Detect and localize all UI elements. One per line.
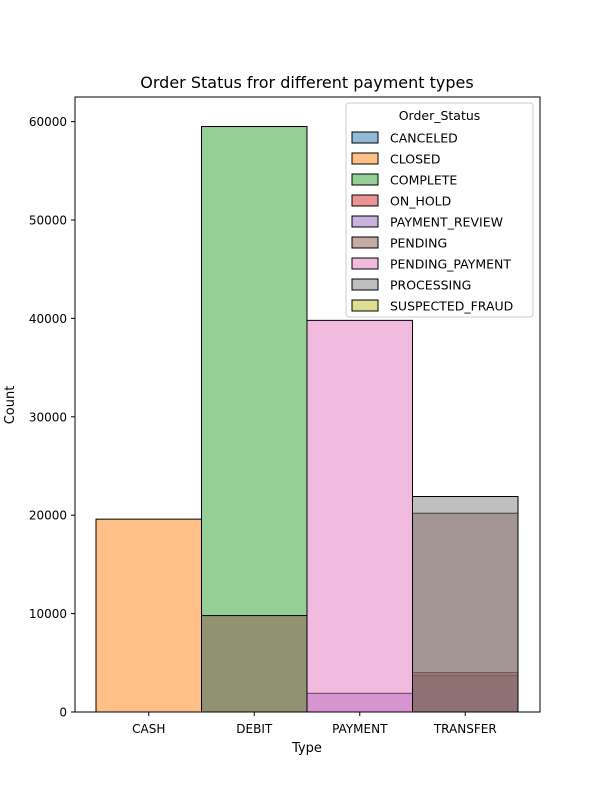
bar-pending-payment-payment bbox=[306, 319, 413, 713]
legend: Order_Status CANCELED CLOSED COMPLETE ON_HOL… bbox=[345, 102, 534, 318]
legend-swatch bbox=[351, 215, 379, 228]
legend-swatch bbox=[351, 152, 379, 165]
legend-label: PROCESSING bbox=[390, 278, 471, 293]
legend-swatch bbox=[351, 194, 379, 207]
legend-swatch bbox=[351, 173, 379, 186]
legend-label: PENDING bbox=[390, 236, 447, 251]
chart-title: Order Status fror different payment type… bbox=[140, 73, 473, 92]
legend-swatch bbox=[351, 257, 379, 270]
x-axis: CASH DEBIT PAYMENT TRANSFER bbox=[132, 712, 497, 736]
y-axis: 0 10000 20000 30000 40000 50000 60000 bbox=[29, 115, 75, 720]
y-tick-label: 20000 bbox=[29, 509, 67, 523]
legend-label: SUSPECTED_FRAUD bbox=[390, 299, 513, 314]
bar-processing-transfer bbox=[412, 496, 519, 713]
x-tick-label: DEBIT bbox=[236, 722, 273, 736]
legend-swatch bbox=[351, 131, 379, 144]
y-tick-label: 30000 bbox=[29, 410, 67, 424]
y-tick-label: 40000 bbox=[29, 312, 67, 326]
x-axis-label: Type bbox=[291, 741, 322, 756]
legend-label: ON_HOLD bbox=[390, 194, 451, 209]
x-tick-label: TRANSFER bbox=[433, 722, 497, 736]
legend-swatch bbox=[351, 236, 379, 249]
legend-label: PENDING_PAYMENT bbox=[390, 257, 511, 272]
bar-pending-debit bbox=[201, 615, 308, 713]
x-tick-label: CASH bbox=[132, 722, 165, 736]
y-tick-label: 10000 bbox=[29, 607, 67, 621]
legend-title: Order_Status bbox=[399, 108, 481, 123]
x-tick-label: PAYMENT bbox=[332, 722, 388, 736]
legend-label: CANCELED bbox=[390, 131, 458, 146]
legend-label: CLOSED bbox=[390, 152, 441, 167]
bar-closed-cash bbox=[95, 518, 202, 713]
plot-frame bbox=[74, 96, 541, 713]
legend-swatch bbox=[351, 299, 379, 312]
legend-box bbox=[345, 102, 534, 318]
y-tick-label: 50000 bbox=[29, 214, 67, 228]
bar-complete-debit bbox=[201, 126, 308, 713]
y-axis-label: Count bbox=[3, 386, 18, 425]
legend-label: COMPLETE bbox=[390, 173, 457, 188]
legend-swatch bbox=[351, 278, 379, 291]
y-tick-label: 60000 bbox=[29, 115, 67, 129]
legend-label: PAYMENT_REVIEW bbox=[390, 215, 503, 230]
bars-layer bbox=[95, 126, 519, 713]
y-tick-label: 0 bbox=[59, 706, 67, 720]
